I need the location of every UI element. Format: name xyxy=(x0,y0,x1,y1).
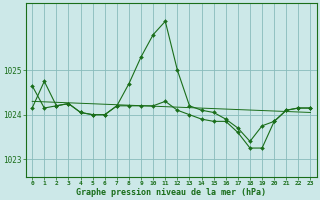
X-axis label: Graphe pression niveau de la mer (hPa): Graphe pression niveau de la mer (hPa) xyxy=(76,188,266,197)
